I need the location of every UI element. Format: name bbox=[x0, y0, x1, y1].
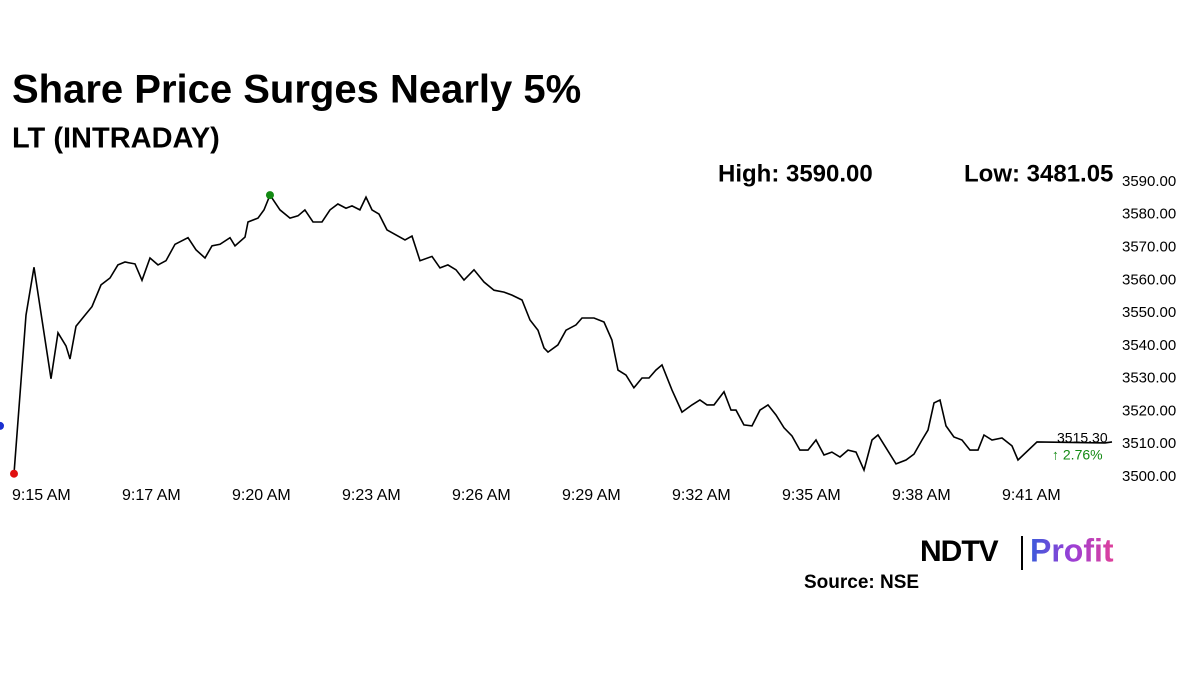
chart-title: Share Price Surges Nearly 5% bbox=[12, 68, 581, 112]
y-tick-label: 3540.00 bbox=[1122, 337, 1176, 354]
high-label: High: 3590.00 bbox=[718, 160, 873, 187]
source: Source: NSE bbox=[804, 572, 919, 593]
x-tick-label: 9:35 AM bbox=[782, 487, 841, 504]
low-label: Low: 3481.05 bbox=[964, 160, 1113, 187]
y-tick-label: 3580.00 bbox=[1122, 206, 1176, 223]
y-tick-label: 3530.00 bbox=[1122, 370, 1176, 387]
x-tick-label: 9:26 AM bbox=[452, 487, 511, 504]
x-tick-label: 9:38 AM bbox=[892, 487, 951, 504]
y-tick-label: 3570.00 bbox=[1122, 239, 1176, 256]
y-tick-label: 3590.00 bbox=[1122, 173, 1176, 190]
y-tick-label: 3500.00 bbox=[1122, 468, 1176, 485]
x-tick-label: 9:32 AM bbox=[672, 487, 731, 504]
y-tick-label: 3510.00 bbox=[1122, 435, 1176, 452]
change-label: ↑ 2.76% bbox=[1052, 447, 1103, 463]
start-dot bbox=[10, 469, 18, 478]
high-dot bbox=[265, 191, 274, 200]
x-tick-label: 9:29 AM bbox=[562, 487, 621, 504]
x-tick-label: 9:15 AM bbox=[12, 487, 71, 504]
x-tick-label: 9:41 AM bbox=[1002, 487, 1061, 504]
x-tick-label: 9:17 AM bbox=[122, 487, 181, 504]
logo-profit: Profit bbox=[1030, 532, 1114, 568]
price-line bbox=[13, 193, 1113, 474]
chart-subtitle: LT (INTRADAY) bbox=[12, 123, 220, 155]
logo-ndtv: NDTV bbox=[920, 535, 999, 568]
end-dot bbox=[0, 421, 4, 430]
y-tick-label: 3520.00 bbox=[1122, 402, 1176, 419]
x-tick-label: 9:23 AM bbox=[342, 487, 401, 504]
y-tick-label: 3560.00 bbox=[1122, 271, 1176, 288]
x-tick-label: 9:20 AM bbox=[232, 487, 291, 504]
y-tick-label: 3550.00 bbox=[1122, 304, 1176, 321]
